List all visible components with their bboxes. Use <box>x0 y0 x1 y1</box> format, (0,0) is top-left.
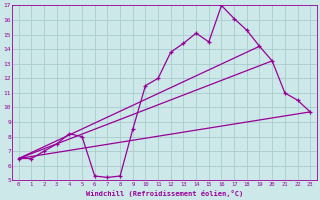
X-axis label: Windchill (Refroidissement éolien,°C): Windchill (Refroidissement éolien,°C) <box>86 190 243 197</box>
